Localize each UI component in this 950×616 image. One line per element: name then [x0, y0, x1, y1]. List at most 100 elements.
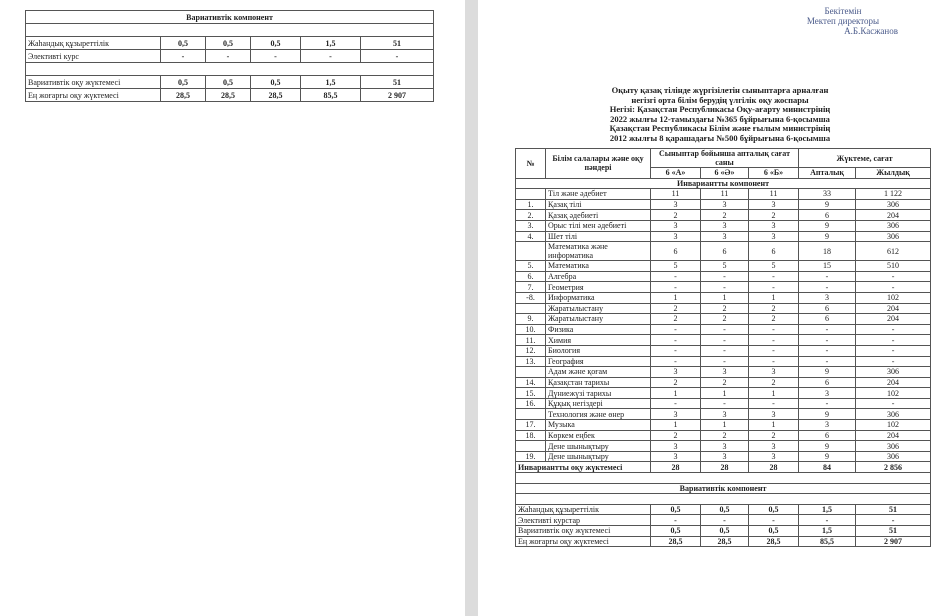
- value-cell: 9: [798, 440, 857, 452]
- title-line: Оқыту қазақ тілінде жүргізілетін сыныпта…: [611, 85, 829, 95]
- table-row: Математика және информатика 6 6 6 18 612: [515, 241, 932, 262]
- value-cell: 11: [650, 188, 701, 200]
- value-cell: 1: [700, 387, 749, 399]
- value-cell: 0,5: [205, 36, 251, 50]
- value-cell: 2: [700, 429, 749, 442]
- number-cell: 13.: [515, 355, 546, 368]
- section-row: Инвариантты компонент: [514, 177, 932, 190]
- table-row: 3. Орыс тілі мен әдебиеті 3 3 3 9 306: [515, 219, 932, 232]
- value-cell: 1 122: [855, 188, 932, 200]
- stamp-line: А.Б.Касжанов: [844, 26, 898, 36]
- title-line: 2012 жылғы 8 қарашадағы №500 бұйрығына 6…: [609, 132, 831, 143]
- value-cell: 204: [855, 209, 932, 221]
- value-cell: 612: [855, 241, 932, 262]
- section-title: Вариативтік компонент: [24, 10, 435, 24]
- subject-cell: Адам және қоғам: [545, 366, 651, 378]
- value-cell: 0,5: [250, 36, 301, 50]
- value-cell: 306: [855, 440, 932, 452]
- table-row: Жаратылыстану 2 2 2 6 204: [515, 302, 932, 315]
- subject-cell: Дүниежүзі тарихы: [545, 387, 651, 399]
- subject-cell: География: [545, 355, 651, 368]
- header-cell: Сыныптар бойынша апталық сағат саны: [649, 148, 800, 168]
- blank-row: [514, 493, 932, 505]
- value-cell: 6: [798, 302, 857, 315]
- value-cell: -: [700, 281, 749, 293]
- value-cell: 3: [700, 408, 749, 421]
- value-cell: 0,5: [747, 503, 800, 516]
- value-cell: 15: [798, 260, 857, 272]
- blank-row: [514, 472, 932, 484]
- table-row: 5. Математика 5 5 5 15 510: [515, 260, 932, 272]
- subject-cell: Тіл және әдебиет: [545, 188, 651, 200]
- value-cell: 2 907: [855, 535, 932, 548]
- number-cell: [515, 241, 546, 262]
- value-cell: 510: [855, 260, 932, 272]
- subject-cell: Геометрия: [545, 281, 651, 293]
- value-cell: -: [650, 344, 701, 357]
- value-cell: 3: [650, 219, 701, 232]
- label-cell: Вариативтік оқу жүктемесі: [25, 75, 161, 89]
- title-line: 2022 жылғы 12-тамыздағы №365 бұйрығына 6…: [610, 113, 830, 124]
- value-cell: -: [700, 397, 749, 410]
- value-cell: 85,5: [300, 88, 361, 102]
- value-cell: 204: [855, 313, 932, 325]
- value-cell: 6: [798, 376, 857, 389]
- value-cell: 306: [855, 450, 932, 463]
- header-cell: №: [515, 148, 546, 179]
- approval-stamp: Бекітемін Мектеп директоры А.Б.Касжанов: [788, 6, 898, 36]
- value-cell: -: [700, 514, 749, 526]
- number-cell: 12.: [515, 344, 546, 357]
- table-row: Адам және қоғам 3 3 3 9 306: [515, 366, 932, 378]
- number-cell: 18.: [515, 429, 546, 442]
- value-cell: 1: [747, 419, 800, 431]
- value-cell: -: [160, 49, 206, 63]
- value-cell: 3: [650, 198, 701, 211]
- subject-cell: Қазақстан тарихы: [545, 376, 651, 389]
- value-cell: -: [747, 334, 800, 346]
- value-cell: 204: [855, 376, 932, 389]
- table-row: Технология және өнер 3 3 3 9 306: [515, 408, 932, 421]
- table-row: Жаһандық құзыреттілік 0,5 0,5 0,5 1,5 51: [515, 503, 932, 516]
- table-row: 7. Геометрия - - - - -: [515, 281, 932, 293]
- value-cell: 2: [747, 209, 800, 221]
- value-cell: -: [747, 397, 800, 410]
- value-cell: 1: [650, 387, 701, 399]
- value-cell: 1: [747, 387, 800, 399]
- subject-cell: Ең жоғарғы оқу жүктемесі: [515, 535, 651, 548]
- value-cell: 28: [700, 461, 749, 474]
- title-line: негізгі орта білім берудің үлгілік оқу ж…: [631, 94, 809, 105]
- value-cell: 0,5: [160, 75, 206, 89]
- value-cell: 3: [650, 440, 701, 452]
- value-cell: 3: [798, 387, 857, 399]
- value-cell: -: [798, 397, 857, 410]
- table-row: Элективті курс - - - - -: [25, 49, 435, 63]
- value-cell: 2: [747, 376, 800, 389]
- value-cell: 51: [359, 75, 435, 89]
- value-cell: -: [798, 281, 857, 293]
- value-cell: -: [700, 355, 749, 368]
- section-title: Инвариантты компонент: [514, 177, 932, 190]
- value-cell: -: [855, 397, 932, 410]
- subject-cell: Шет тілі: [545, 230, 651, 243]
- cell: [24, 62, 435, 76]
- label-cell: Элективті курс: [25, 49, 161, 63]
- value-cell: 2: [747, 302, 800, 315]
- number-cell: 7.: [515, 281, 546, 293]
- value-cell: -: [798, 270, 857, 283]
- value-cell: 0,5: [650, 503, 701, 516]
- value-cell: -: [700, 270, 749, 283]
- value-cell: -: [747, 514, 800, 526]
- value-cell: 3: [747, 198, 800, 211]
- value-cell: -: [798, 344, 857, 357]
- number-cell: 9.: [515, 313, 546, 325]
- value-cell: 51: [855, 503, 932, 516]
- subject-cell: Алгебра: [545, 270, 651, 283]
- subject-cell: Қазақ әдебиеті: [545, 209, 651, 221]
- value-cell: 18: [798, 241, 857, 262]
- header-cell: Білім салалары және оқу пәндері: [545, 148, 651, 179]
- value-cell: -: [798, 334, 857, 346]
- number-cell: 3.: [515, 219, 546, 232]
- value-cell: 102: [855, 291, 932, 304]
- number-cell: [515, 440, 546, 452]
- value-cell: 3: [650, 450, 701, 463]
